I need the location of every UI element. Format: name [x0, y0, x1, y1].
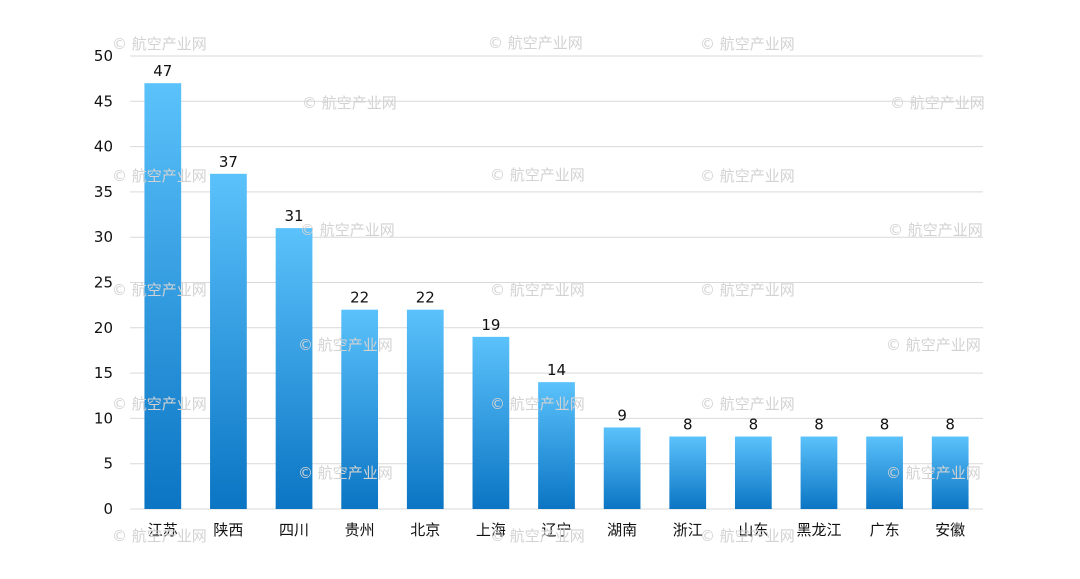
watermark: © 航空产业网 [700, 281, 795, 299]
data-label: 22 [416, 289, 435, 307]
y-tick-label: 0 [103, 500, 113, 518]
category-label: 安徽 [935, 521, 965, 539]
watermark: © 航空产业网 [112, 527, 207, 545]
y-tick-label: 10 [94, 409, 113, 427]
watermark: © 航空产业网 [886, 336, 981, 354]
watermark: © 航空产业网 [890, 94, 985, 112]
x-axis-categories: 江苏 陕西 四川 贵州 北京 上海 辽宁 湖南 浙江 山东 黑龙江 广东 安徽 [148, 521, 965, 539]
bar-12 [866, 436, 903, 509]
data-label: 22 [350, 289, 369, 307]
data-labels: 47 37 31 22 22 19 14 9 8 8 8 8 8 [153, 62, 955, 433]
bar-1 [144, 83, 182, 510]
gridlines [130, 55, 983, 510]
category-label: 北京 [410, 521, 440, 539]
category-label: 湖南 [607, 521, 637, 539]
watermark: © 航空产业网 [700, 395, 795, 413]
watermark: © 航空产业网 [490, 395, 585, 413]
category-label: 广东 [870, 521, 900, 539]
watermark: © 航空产业网 [490, 527, 585, 545]
bar-9 [669, 436, 707, 509]
y-axis-ticks: 0 5 10 15 20 25 30 35 40 45 50 [94, 47, 113, 518]
y-tick-label: 25 [94, 274, 113, 292]
bar-8 [603, 427, 641, 509]
data-label: 8 [945, 416, 955, 434]
category-label: 陕西 [213, 521, 243, 539]
y-tick-label: 50 [94, 47, 113, 65]
data-label: 14 [547, 361, 566, 379]
watermark: © 航空产业网 [490, 166, 585, 184]
data-label: 31 [284, 207, 303, 225]
y-tick-label: 40 [94, 138, 113, 156]
watermark: © 航空产业网 [112, 281, 207, 299]
bar-4 [341, 309, 379, 509]
watermark: © 航空产业网 [298, 336, 393, 354]
bar-7 [538, 382, 575, 509]
category-label: 江苏 [148, 521, 178, 539]
y-tick-label: 15 [94, 364, 113, 382]
category-label: 辽宁 [541, 521, 571, 539]
watermarks: © 航空产业网 © 航空产业网 © 航空产业网 © 航空产业网 © 航空产业网 © 航空产… [112, 34, 985, 545]
category-label: 山东 [738, 521, 768, 539]
data-label: 37 [219, 153, 238, 171]
bars [144, 83, 969, 510]
watermark: © 航空产业网 [488, 34, 583, 52]
data-label: 8 [749, 416, 759, 434]
y-tick-label: 35 [94, 183, 113, 201]
y-tick-label: 30 [94, 228, 113, 246]
data-label: 19 [481, 316, 500, 334]
category-label: 四川 [279, 521, 309, 539]
y-tick-label: 20 [94, 319, 113, 337]
y-tick-label: 5 [103, 455, 113, 473]
watermark: © 航空产业网 [888, 221, 983, 239]
watermark: © 航空产业网 [700, 527, 795, 545]
bar-3 [275, 228, 313, 509]
data-label: 8 [683, 416, 693, 434]
watermark: © 航空产业网 [700, 35, 795, 53]
data-label: 8 [814, 416, 824, 434]
watermark: © 航空产业网 [302, 94, 397, 112]
bar-13 [931, 436, 969, 509]
bar-2 [210, 173, 247, 509]
bar-11 [800, 436, 838, 509]
watermark: © 航空产业网 [300, 221, 395, 239]
watermark: © 航空产业网 [112, 35, 207, 53]
data-label: 9 [617, 406, 627, 424]
watermark: © 航空产业网 [112, 395, 207, 413]
y-tick-label: 45 [94, 92, 113, 110]
data-label: 8 [880, 416, 890, 434]
watermark: © 航空产业网 [700, 167, 795, 185]
watermark: © 航空产业网 [490, 281, 585, 299]
watermark: © 航空产业网 [112, 167, 207, 185]
category-label: 贵州 [345, 521, 375, 539]
bar-10 [734, 436, 772, 509]
category-label: 浙江 [673, 521, 703, 539]
category-label: 黑龙江 [796, 521, 841, 539]
bar-6 [472, 336, 510, 509]
watermark: © 航空产业网 [298, 464, 393, 482]
watermark: © 航空产业网 [886, 464, 981, 482]
data-label: 47 [153, 62, 172, 80]
category-label: 上海 [476, 521, 506, 539]
bar-5 [406, 309, 444, 509]
